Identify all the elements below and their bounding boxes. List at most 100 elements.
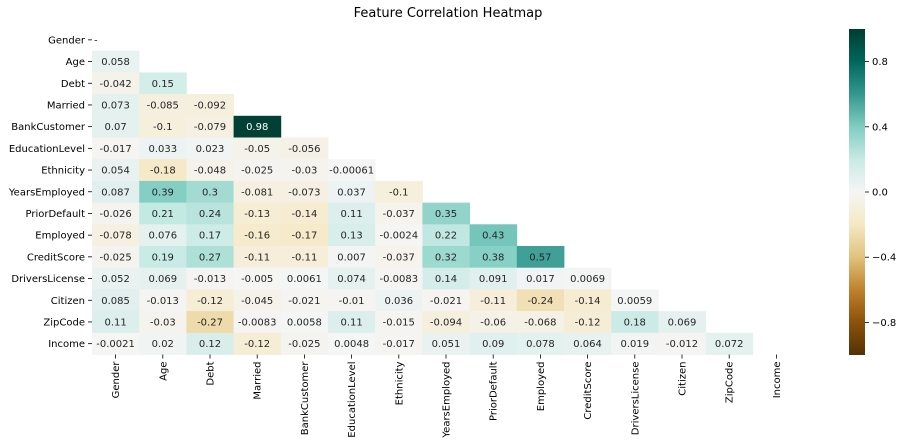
cell-value-3-0: 0.073 (101, 100, 130, 111)
cell-value-11-10: 0.0069 (570, 274, 605, 285)
heatmap-cell-10-5 (328, 246, 376, 269)
cell-value-13-10: -0.12 (575, 317, 601, 328)
row-label-Income: Income (48, 339, 85, 350)
cell-value-11-2: -0.013 (194, 274, 226, 285)
heatmap-cell-10-2 (186, 246, 234, 269)
cell-value-2-1: 0.15 (152, 79, 174, 90)
column-label-Gender: Gender (111, 361, 122, 399)
column-labels: Gender Age Debt Married BankCustomer Educatio… (111, 354, 783, 439)
heatmap-cell-10-4 (280, 246, 329, 269)
cell-value-2-0: -0.042 (99, 79, 131, 90)
cell-value-14-8: 0.09 (482, 339, 504, 350)
heatmap-cell-11-6 (375, 267, 423, 290)
heatmap-cell-6-5 (328, 159, 376, 182)
column-label-BankCustomer: BankCustomer (300, 361, 311, 436)
cell-value-13-9: -0.068 (524, 317, 556, 328)
cell-value-12-2: -0.12 (197, 296, 223, 307)
cell-value-8-6: -0.037 (383, 209, 415, 220)
cell-value-12-5: -0.01 (339, 296, 365, 307)
heatmap-cell-8-3 (233, 202, 282, 225)
row-label-Age: Age (66, 57, 85, 68)
colorbar-tick-label: 0.8 (872, 57, 888, 68)
cell-value-13-1: -0.03 (150, 317, 176, 328)
heatmap-cell-7-2 (186, 180, 234, 203)
heatmap-cell-10-0 (92, 246, 140, 269)
heatmap-cell-11-8 (469, 267, 518, 290)
colorbar: 0.8 0.4 0.0 −0.4 −0.8 (849, 29, 896, 355)
cell-value-13-6: -0.015 (383, 317, 415, 328)
column-label-CreditScore: CreditScore (583, 362, 594, 420)
heatmap-cell-6-1 (139, 159, 187, 182)
cell-value-9-8: 0.43 (482, 231, 504, 242)
heatmap-cell-10-8 (469, 246, 518, 269)
heatmap-cell-12-0 (92, 289, 140, 312)
heatmap-cell-1-0 (92, 50, 140, 73)
cell-value-11-0: 0.052 (101, 274, 130, 285)
heatmap-cell-9-2 (186, 224, 234, 247)
heatmap-cell-7-0 (92, 180, 140, 203)
cell-value-9-1: 0.076 (148, 231, 177, 242)
cell-value-11-7: 0.14 (435, 274, 457, 285)
heatmap-cell-12-8 (469, 289, 518, 312)
row-label-EducationLevel: EducationLevel (9, 144, 85, 155)
heatmap-cell-14-6 (375, 332, 423, 355)
row-label-PriorDefault: PriorDefault (25, 209, 85, 220)
cell-value-12-1: -0.013 (147, 296, 179, 307)
heatmap-cell-2-0 (92, 72, 140, 95)
cell-value-8-1: 0.21 (152, 209, 174, 220)
heatmap-cell-13-7 (422, 311, 470, 334)
cell-value-6-2: -0.048 (194, 166, 226, 177)
cell-value-13-12: 0.069 (668, 317, 697, 328)
cell-value-8-2: 0.24 (199, 209, 221, 220)
heatmap-cell-13-12 (658, 311, 706, 334)
cell-value-9-4: -0.17 (291, 231, 317, 242)
column-label-Married: Married (253, 362, 264, 400)
heatmap-cell-8-1 (139, 202, 187, 225)
heatmap-cell-7-1 (139, 180, 187, 203)
heatmap-cell-9-6 (375, 224, 423, 247)
cell-value-14-3: -0.12 (244, 339, 270, 350)
heatmap-cell-13-4 (280, 311, 329, 334)
heatmap-cell-10-7 (422, 246, 470, 269)
heatmap-cell-14-11 (611, 332, 659, 355)
cell-value-1-0: 0.058 (101, 57, 130, 68)
row-label-Employed: Employed (35, 231, 85, 242)
cell-value-10-7: 0.32 (435, 252, 457, 263)
cell-value-9-0: -0.078 (99, 231, 131, 242)
heatmap-cell-13-2 (186, 311, 234, 334)
cell-value-7-4: -0.073 (288, 187, 320, 198)
heatmap-cell-9-5 (328, 224, 376, 247)
heatmap-cell-13-6 (375, 311, 423, 334)
heatmap-cell-11-4 (280, 267, 329, 290)
heatmap-cell-11-0 (92, 267, 140, 290)
cell-value-7-1: 0.39 (152, 187, 174, 198)
heatmap-cell-3-2 (186, 94, 234, 117)
row-labels: Gender Age Debt Married BankCustomer Educatio… (8, 35, 92, 350)
colorbar-tick-label: 0.4 (872, 122, 888, 133)
row-label-CreditScore: CreditScore (27, 252, 85, 263)
heatmap-cell-6-2 (186, 159, 234, 182)
heatmap-cell-8-4 (280, 202, 329, 225)
cell-value-9-3: -0.16 (244, 231, 270, 242)
heatmap-cell-2-1 (139, 72, 187, 95)
column-label-YearsEmployed: YearsEmployed (442, 362, 453, 439)
cell-value-12-6: 0.036 (384, 296, 413, 307)
cell-value-8-5: 0.11 (340, 209, 362, 220)
cell-value-12-9: -0.24 (527, 296, 553, 307)
cell-value-9-6: -0.0024 (379, 231, 418, 242)
heatmap-cell-10-1 (139, 246, 187, 269)
colorbar-gradient (849, 29, 865, 355)
heatmap-cell-10-3 (233, 246, 282, 269)
cell-value-10-8: 0.38 (482, 252, 504, 263)
cell-value-13-5: 0.11 (340, 317, 362, 328)
cell-value-10-2: 0.27 (199, 252, 221, 263)
cell-value-13-3: -0.0083 (238, 317, 277, 328)
heatmap-cell-7-4 (280, 180, 329, 203)
column-label-Ethnicity: Ethnicity (394, 361, 405, 405)
cell-value-12-11: 0.0059 (617, 296, 652, 307)
cell-value-9-7: 0.22 (435, 231, 457, 242)
row-label-Ethnicity: Ethnicity (41, 166, 85, 177)
row-label-Gender: Gender (48, 35, 86, 46)
heatmap-cell-9-8 (469, 224, 518, 247)
cell-value-7-3: -0.081 (241, 187, 273, 198)
